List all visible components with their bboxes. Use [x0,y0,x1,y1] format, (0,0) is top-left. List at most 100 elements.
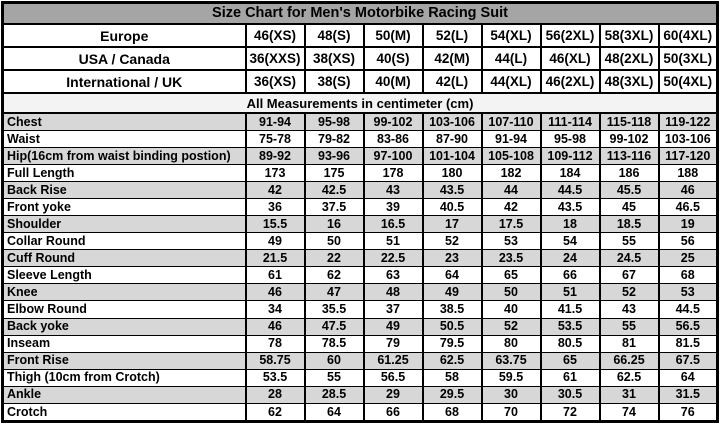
value-cell: 15.5 [244,215,306,234]
value-cell: 109-112 [539,147,601,166]
value-cell: 28 [244,385,306,404]
value-cell: 31 [598,385,660,404]
row-label: Chest [1,112,247,132]
value-cell: 61.25 [362,351,424,370]
value-cell: 111-114 [539,112,601,132]
value-cell: 45.5 [598,181,660,200]
size-cell: 46(2XL) [539,69,601,94]
value-cell: 81 [598,334,660,353]
row-label: Full Length [1,164,247,183]
value-cell: 35.5 [303,300,365,319]
row-label: USA / Canada [1,46,247,71]
row-label: Ankle [1,385,247,404]
value-cell: 53.5 [244,368,306,387]
value-cell: 76 [657,402,719,423]
value-cell: 21.5 [244,249,306,268]
measurement-row: Full Length 173 175 178 180 182 184 186 188 [1,164,719,183]
value-cell: 41.5 [539,300,601,319]
value-cell: 42 [244,181,306,200]
value-cell: 64 [303,402,365,423]
size-cell: 46(XS) [244,23,306,48]
value-cell: 70 [480,402,542,423]
value-cell: 24.5 [598,249,660,268]
value-cell: 22.5 [362,249,424,268]
value-cell: 55 [303,368,365,387]
value-cell: 62 [244,402,306,423]
measurements-note-row: All Measurements in centimeter (cm) [1,92,719,114]
value-cell: 64 [657,368,719,387]
measurement-row: Back Rise 42 42.5 43 43.5 44 44.5 45.5 46 [1,181,719,200]
value-cell: 66 [362,402,424,423]
value-cell: 89-92 [244,147,306,166]
value-cell: 43 [362,181,424,200]
size-cell: 48(2XL) [598,46,660,71]
value-cell: 78 [244,334,306,353]
size-system-row: USA / Canada 36(XXS) 38(XS) 40(S) 42(M) 44(L)… [1,46,719,71]
value-cell: 17.5 [480,215,542,234]
value-cell: 99-102 [598,130,660,149]
size-cell: 50(3XL) [657,46,719,71]
value-cell: 37 [362,300,424,319]
size-cell: 50(M) [362,23,424,48]
measurement-row: Front yoke 36 37.5 39 40.5 42 43.5 45 46.5 [1,198,719,217]
value-cell: 58.75 [244,351,306,370]
value-cell: 54 [539,232,601,251]
value-cell: 37.5 [303,198,365,217]
value-cell: 46 [244,317,306,336]
value-cell: 53 [657,283,719,302]
size-system-row: Europe 46(XS) 48(S) 50(M) 52(L) 54(XL) 56(2XL)… [1,23,719,48]
measurement-row: Knee 46 47 48 49 50 51 52 53 [1,283,719,302]
size-cell: 46(XL) [539,46,601,71]
value-cell: 44.5 [539,181,601,200]
value-cell: 81.5 [657,334,719,353]
value-cell: 59.5 [480,368,542,387]
value-cell: 68 [657,266,719,285]
value-cell: 80.5 [539,334,601,353]
measurement-row: Shoulder 15.5 16 16.5 17 17.5 18 18.5 19 [1,215,719,234]
value-cell: 51 [539,283,601,302]
value-cell: 64 [421,266,483,285]
value-cell: 46 [244,283,306,302]
measurements-note: All Measurements in centimeter (cm) [1,92,719,114]
value-cell: 45 [598,198,660,217]
measurement-row: Inseam 78 78.5 79 79.5 80 80.5 81 81.5 [1,334,719,353]
value-cell: 46 [657,181,719,200]
value-cell: 39 [362,198,424,217]
size-cell: 40(M) [362,69,424,94]
value-cell: 67 [598,266,660,285]
value-cell: 87-90 [421,130,483,149]
value-cell: 34 [244,300,306,319]
row-label: Back yoke [1,317,247,336]
value-cell: 83-86 [362,130,424,149]
value-cell: 63.75 [480,351,542,370]
row-label: Inseam [1,334,247,353]
row-label: Crotch [1,402,247,423]
size-cell: 54(XL) [480,23,542,48]
value-cell: 65 [539,351,601,370]
row-label: International / UK [1,69,247,94]
value-cell: 56 [657,232,719,251]
value-cell: 29.5 [421,385,483,404]
measurement-row: Ankle 28 28.5 29 29.5 30 30.5 31 31.5 [1,385,719,404]
measurement-row: Cuff Round 21.5 22 22.5 23 23.5 24 24.5 25 [1,249,719,268]
value-cell: 66 [539,266,601,285]
value-cell: 17 [421,215,483,234]
value-cell: 43.5 [539,198,601,217]
value-cell: 119-122 [657,112,719,132]
value-cell: 42 [480,198,542,217]
value-cell: 47.5 [303,317,365,336]
value-cell: 78.5 [303,334,365,353]
size-cell: 48(S) [303,23,365,48]
value-cell: 93-96 [303,147,365,166]
row-label: Elbow Round [1,300,247,319]
row-label: Waist [1,130,247,149]
value-cell: 23 [421,249,483,268]
value-cell: 178 [362,164,424,183]
chart-title: Size Chart for Men's Motorbike Racing Su… [1,1,719,25]
value-cell: 16.5 [362,215,424,234]
value-cell: 173 [244,164,306,183]
value-cell: 53 [480,232,542,251]
value-cell: 63 [362,266,424,285]
